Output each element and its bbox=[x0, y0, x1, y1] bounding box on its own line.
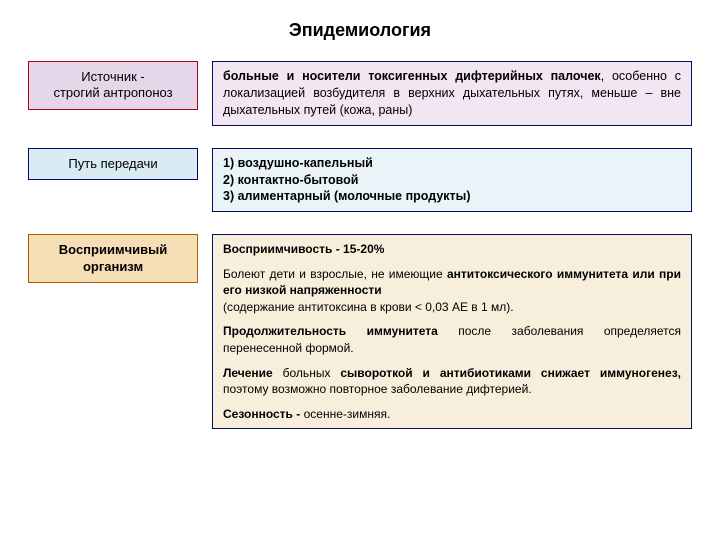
page-title: Эпидемиология bbox=[28, 20, 692, 41]
susc-p4-mid: больных bbox=[273, 366, 341, 380]
label-susceptible: Восприимчивый организм bbox=[28, 234, 198, 283]
content-susceptible: Восприимчивость - 15-20% Болеют дети и в… bbox=[212, 234, 692, 429]
transmission-item-1: 1) воздушно-капельный bbox=[223, 156, 373, 170]
susc-p5-rest: осенне-зимняя. bbox=[300, 407, 390, 421]
transmission-item-2: 2) контактно-бытовой bbox=[223, 173, 359, 187]
row-susceptible: Восприимчивый организм Восприимчивость -… bbox=[28, 234, 692, 429]
content-source-bold: больные и носители токсигенных дифтерийн… bbox=[223, 69, 601, 83]
susc-p4-strong: Лечение bbox=[223, 366, 273, 380]
susc-p4-rest: поэтому возможно повторное заболевание д… bbox=[223, 382, 532, 396]
label-susceptible-line2: организм bbox=[83, 259, 143, 274]
label-text-line2: строгий антропоноз bbox=[53, 85, 172, 100]
label-source: Источник - строгий антропоноз bbox=[28, 61, 198, 110]
row-source: Источник - строгий антропоноз больные и … bbox=[28, 61, 692, 126]
row-transmission: Путь передачи 1) воздушно-капельный 2) к… bbox=[28, 148, 692, 213]
slide-page: Эпидемиология Источник - строгий антропо… bbox=[0, 0, 720, 540]
content-source: больные и носители токсигенных дифтерийн… bbox=[212, 61, 692, 126]
susc-p4-strong2: сывороткой и антибиотиками снижает иммун… bbox=[340, 366, 681, 380]
label-susceptible-line1: Восприимчивый bbox=[59, 242, 167, 257]
label-text-line1: Источник - bbox=[81, 69, 144, 84]
content-transmission: 1) воздушно-капельный 2) контактно-бытов… bbox=[212, 148, 692, 213]
label-transmission-text: Путь передачи bbox=[68, 156, 157, 171]
susc-p3-strong: Продолжительность иммунитета bbox=[223, 324, 438, 338]
susc-p5-strong: Сезонность - bbox=[223, 407, 300, 421]
susc-p2-pre: Болеют дети и взрослые, не имеющие bbox=[223, 267, 447, 281]
susc-p2-tail: (содержание антитоксина в крови < 0,03 А… bbox=[223, 300, 514, 314]
susc-p1: Восприимчивость - 15-20% bbox=[223, 242, 384, 256]
label-transmission: Путь передачи bbox=[28, 148, 198, 180]
transmission-item-3: 3) алиментарный (молочные продукты) bbox=[223, 189, 471, 203]
